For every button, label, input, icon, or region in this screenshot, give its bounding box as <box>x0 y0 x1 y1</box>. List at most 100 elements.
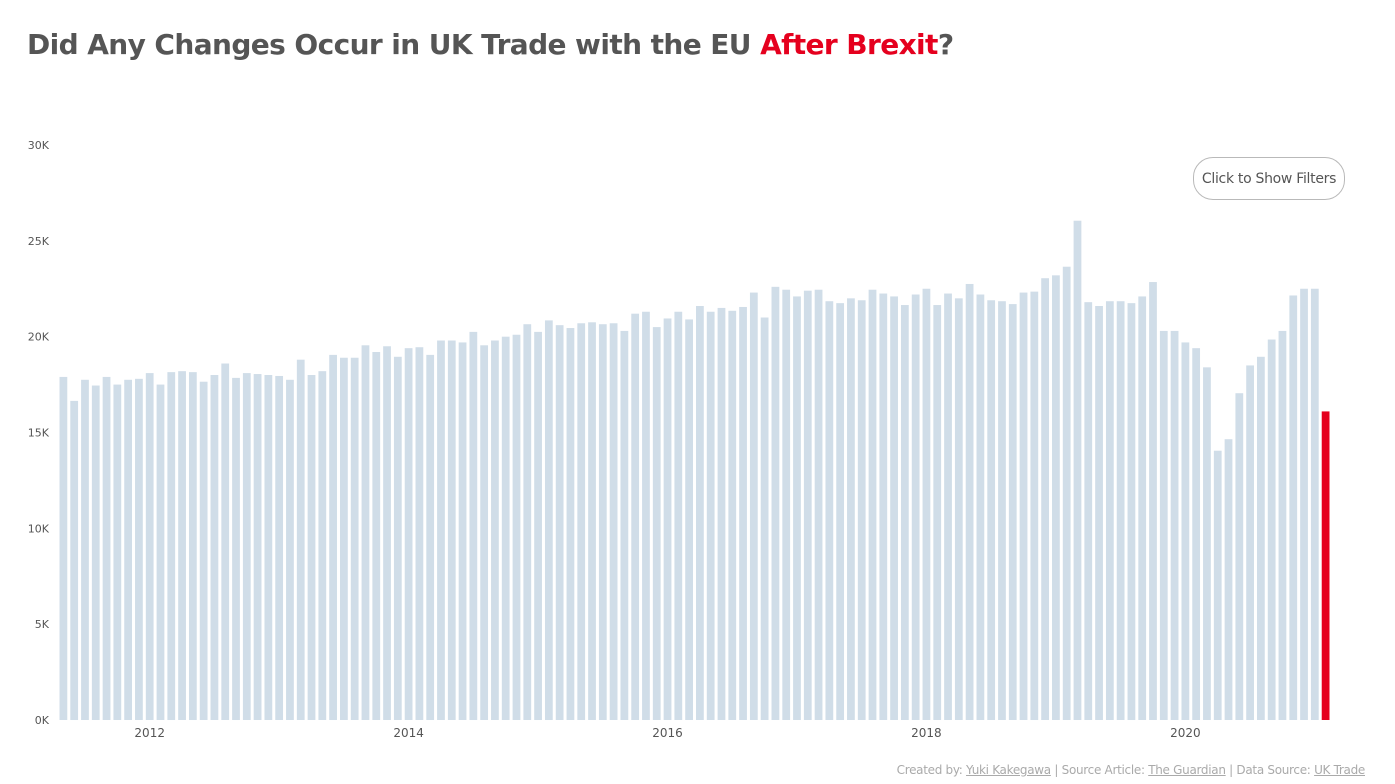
source-article-link[interactable]: The Guardian <box>1148 763 1226 777</box>
bar[interactable] <box>350 357 359 720</box>
bar[interactable] <box>296 359 305 720</box>
bar[interactable] <box>1041 278 1049 720</box>
show-filters-button[interactable]: Click to Show Filters <box>1193 157 1345 200</box>
bar-highlight[interactable] <box>1321 411 1330 720</box>
bar[interactable] <box>890 296 898 720</box>
bar[interactable] <box>663 318 672 720</box>
bar[interactable] <box>1300 288 1308 720</box>
bar[interactable] <box>491 340 499 721</box>
bar[interactable] <box>598 324 607 720</box>
bar[interactable] <box>555 325 564 720</box>
bar[interactable] <box>501 336 510 720</box>
bar[interactable] <box>415 347 424 720</box>
bar[interactable] <box>954 298 963 720</box>
bar[interactable] <box>900 305 909 720</box>
bar[interactable] <box>1203 367 1211 720</box>
bar[interactable] <box>1278 330 1287 720</box>
bar[interactable] <box>318 371 327 720</box>
bar[interactable] <box>242 373 251 720</box>
bar[interactable] <box>1073 220 1082 720</box>
bar[interactable] <box>749 292 758 720</box>
bar[interactable] <box>1052 275 1060 720</box>
bar[interactable] <box>588 322 596 720</box>
bar[interactable] <box>1105 301 1114 720</box>
bar[interactable] <box>81 379 89 720</box>
bar[interactable] <box>1192 348 1201 720</box>
bar[interactable] <box>825 301 834 720</box>
bar[interactable] <box>447 340 456 721</box>
bar[interactable] <box>264 375 273 720</box>
bar[interactable] <box>113 384 122 720</box>
bar[interactable] <box>372 352 381 720</box>
bar[interactable] <box>210 375 219 720</box>
bar[interactable] <box>1116 301 1125 720</box>
bar[interactable] <box>199 381 208 720</box>
bar[interactable] <box>685 319 693 720</box>
created-by-link[interactable]: Yuki Kakegawa <box>966 763 1051 777</box>
bar[interactable] <box>944 293 952 720</box>
bar[interactable] <box>340 357 348 720</box>
bar[interactable] <box>286 379 294 720</box>
bar[interactable] <box>976 294 985 721</box>
bar[interactable] <box>383 346 391 720</box>
bar[interactable] <box>1019 292 1028 720</box>
bar[interactable] <box>135 378 143 720</box>
bar[interactable] <box>577 323 586 720</box>
bar[interactable] <box>1170 330 1179 720</box>
bar[interactable] <box>329 354 337 721</box>
bar[interactable] <box>1224 439 1233 720</box>
bar[interactable] <box>156 384 165 720</box>
bar[interactable] <box>847 298 855 720</box>
bar[interactable] <box>437 340 445 721</box>
bar[interactable] <box>642 311 650 720</box>
bar[interactable] <box>933 305 942 720</box>
bar[interactable] <box>544 320 553 721</box>
bar[interactable] <box>1127 303 1136 721</box>
bar[interactable] <box>221 363 230 721</box>
bar[interactable] <box>1310 288 1319 720</box>
bar[interactable] <box>426 354 435 721</box>
bar[interactable] <box>717 307 726 720</box>
bar[interactable] <box>480 345 489 720</box>
bar[interactable] <box>458 342 467 720</box>
bar[interactable] <box>70 400 79 721</box>
bar[interactable] <box>836 303 845 721</box>
bar[interactable] <box>167 372 176 721</box>
bar[interactable] <box>674 311 683 720</box>
bar[interactable] <box>739 306 747 720</box>
bar[interactable] <box>631 313 640 720</box>
bar[interactable] <box>566 328 575 720</box>
bar[interactable] <box>1267 339 1276 720</box>
bar[interactable] <box>1084 302 1093 720</box>
bar[interactable] <box>652 327 661 720</box>
bar[interactable] <box>998 301 1006 720</box>
bar[interactable] <box>124 379 133 720</box>
bar[interactable] <box>59 376 68 720</box>
bar[interactable] <box>275 375 284 720</box>
bar[interactable] <box>1256 356 1265 720</box>
bar[interactable] <box>857 300 866 720</box>
bar[interactable] <box>879 293 888 720</box>
bar[interactable] <box>512 334 521 720</box>
bar[interactable] <box>1138 296 1147 720</box>
bar[interactable] <box>1159 330 1168 720</box>
bar[interactable] <box>782 289 791 720</box>
bar[interactable] <box>393 356 402 720</box>
bar[interactable] <box>987 300 996 720</box>
bar[interactable] <box>706 311 715 720</box>
bar[interactable] <box>1149 282 1157 720</box>
bar[interactable] <box>1062 266 1071 720</box>
bar[interactable] <box>1235 393 1244 720</box>
bar[interactable] <box>814 289 823 720</box>
bar[interactable] <box>361 345 370 720</box>
bar[interactable] <box>1181 342 1190 720</box>
bar[interactable] <box>609 323 618 720</box>
bar[interactable] <box>1030 291 1039 721</box>
bar[interactable] <box>793 296 801 720</box>
bar[interactable] <box>1289 295 1298 720</box>
data-source-link[interactable]: UK Trade <box>1314 763 1365 777</box>
bar[interactable] <box>868 289 877 720</box>
bar[interactable] <box>404 348 413 720</box>
bar[interactable] <box>965 283 974 720</box>
bar[interactable] <box>91 385 100 720</box>
